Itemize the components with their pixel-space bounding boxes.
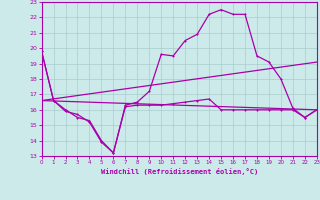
X-axis label: Windchill (Refroidissement éolien,°C): Windchill (Refroidissement éolien,°C) (100, 168, 258, 175)
